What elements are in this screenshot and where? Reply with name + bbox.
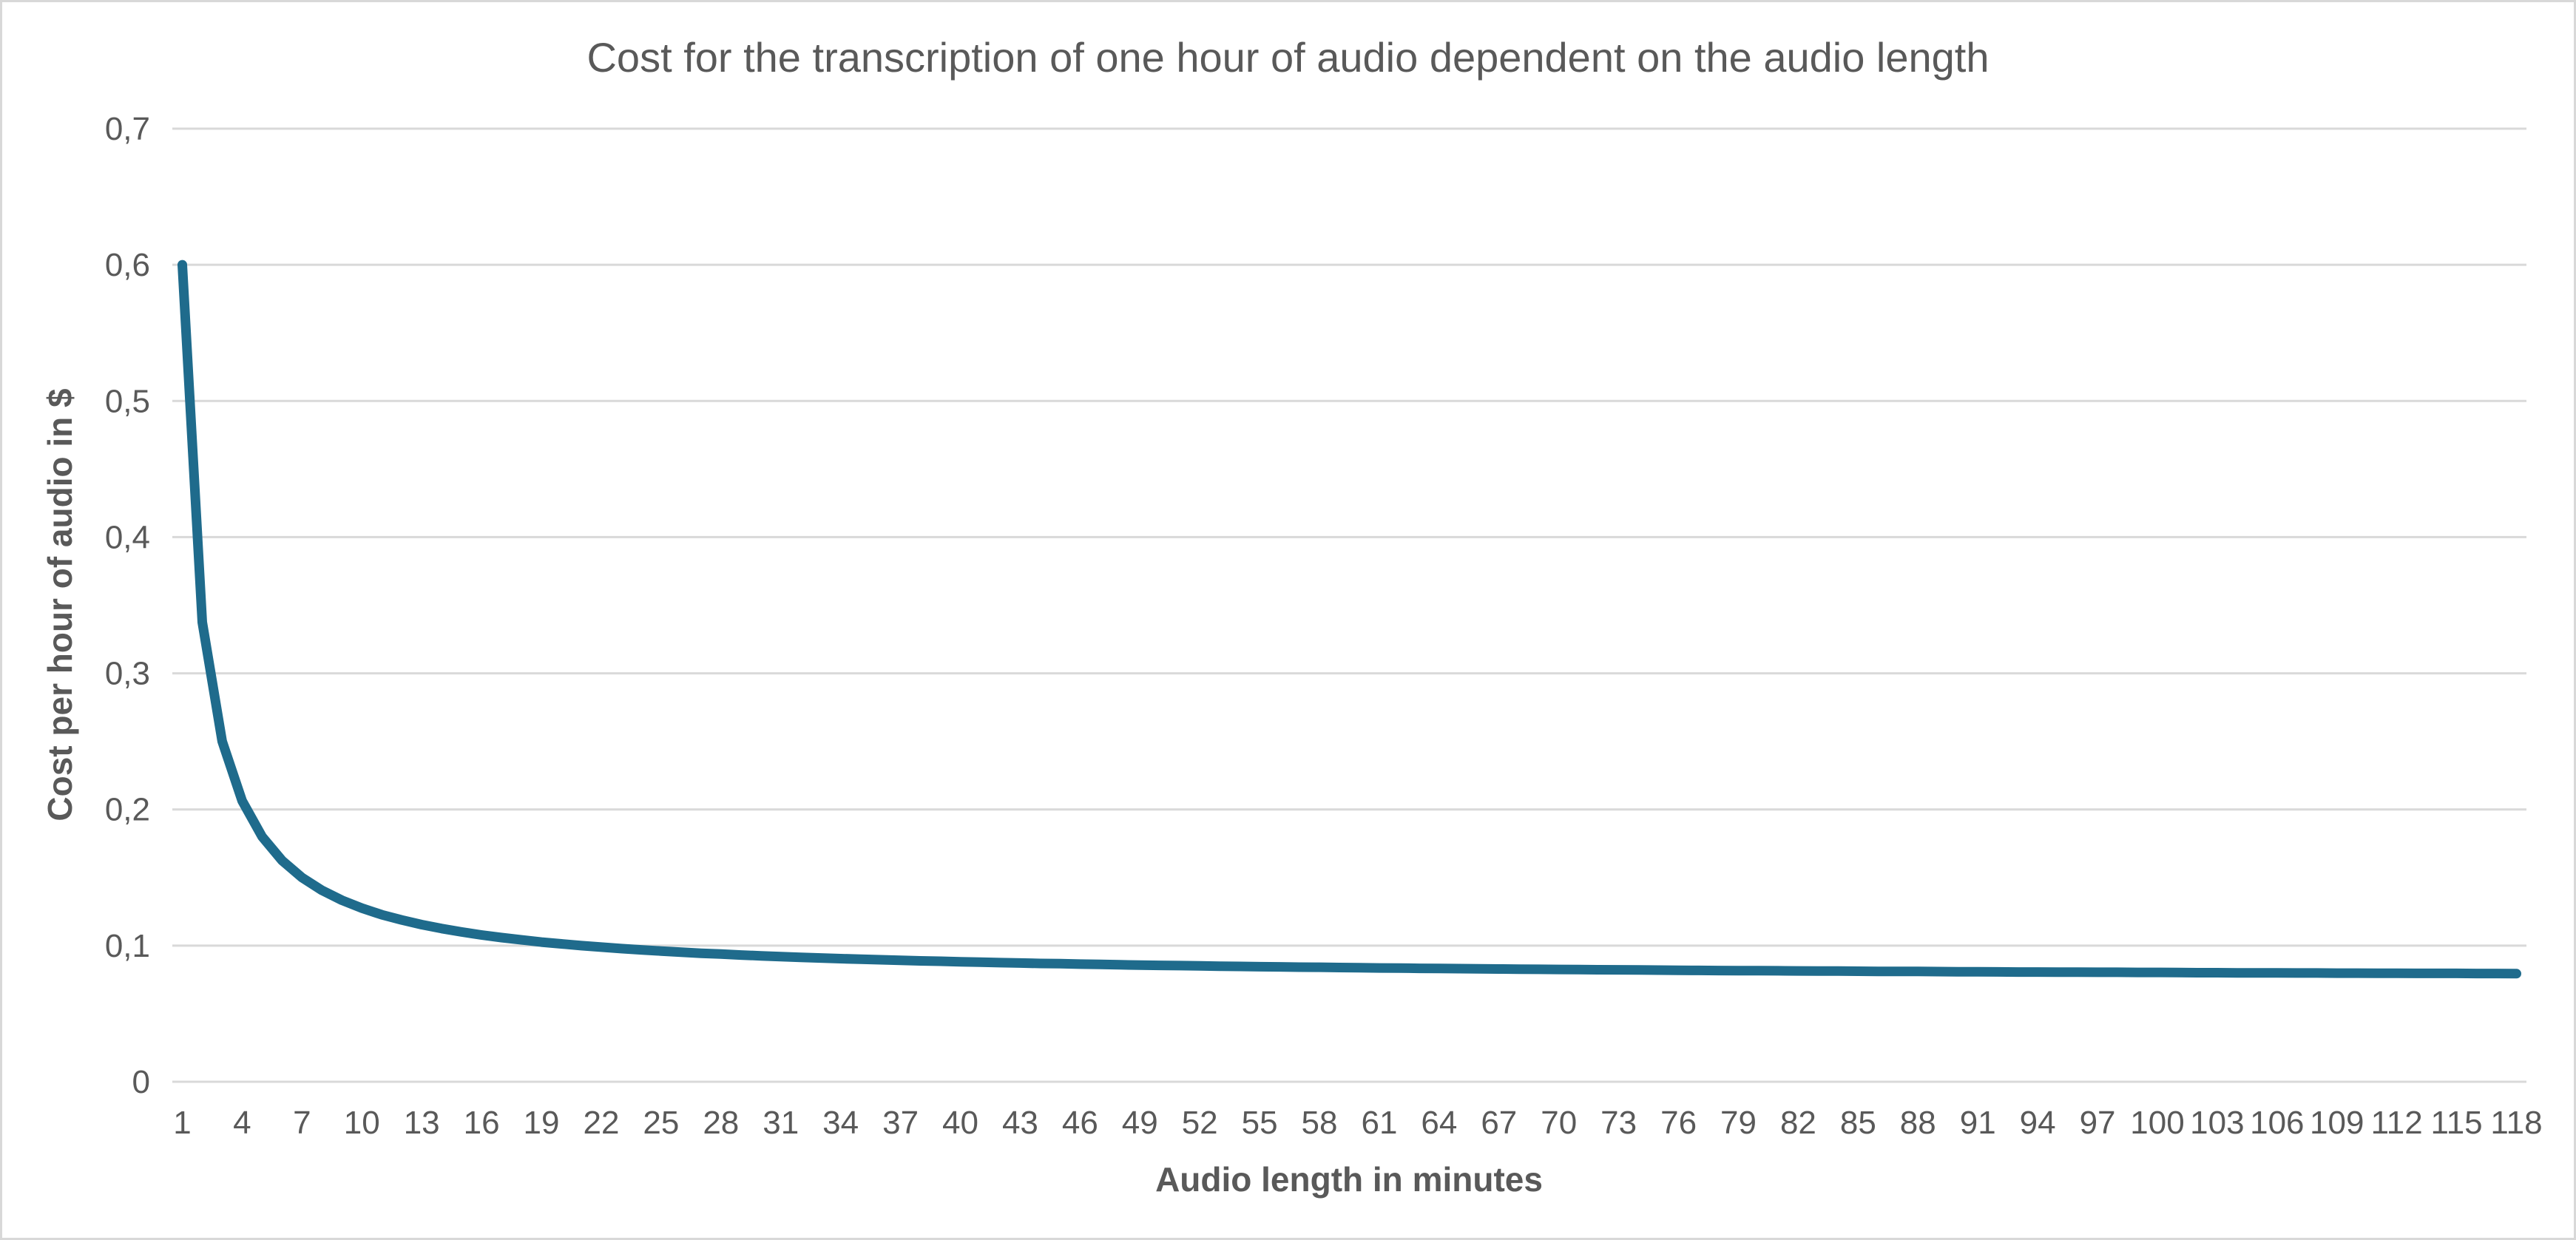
x-tick-label: 76 [1660, 1105, 1697, 1141]
x-tick-label: 115 [2431, 1105, 2483, 1141]
x-tick-label: 19 [524, 1105, 560, 1141]
y-tick-label: 0,5 [105, 383, 150, 419]
x-tick-label: 7 [293, 1105, 311, 1141]
x-tick-label: 16 [464, 1105, 500, 1141]
x-tick-label: 85 [1840, 1105, 1876, 1141]
x-tick-label: 109 [2310, 1105, 2364, 1141]
chart-title: Cost for the transcription of one hour o… [586, 34, 1990, 81]
y-tick-label: 0,7 [105, 111, 150, 147]
x-tick-label: 73 [1600, 1105, 1637, 1141]
x-tick-label: 13 [404, 1105, 440, 1141]
cost-curve-line [178, 260, 2521, 979]
x-tick-label: 55 [1242, 1105, 1278, 1141]
x-tick-label: 52 [1182, 1105, 1218, 1141]
y-tick-label: 0,3 [105, 656, 150, 692]
x-tick-label: 37 [882, 1105, 919, 1141]
x-tick-label: 94 [2020, 1105, 2056, 1141]
x-tick-label: 49 [1122, 1105, 1158, 1141]
x-tick-label: 106 [2250, 1105, 2304, 1141]
x-tick-label: 58 [1302, 1105, 1338, 1141]
x-tick-label: 97 [2080, 1105, 2116, 1141]
x-tick-label: 103 [2190, 1105, 2244, 1141]
y-tick-label: 0 [132, 1064, 150, 1100]
x-tick-label: 64 [1421, 1105, 1457, 1141]
y-tick-label: 0,6 [105, 247, 150, 283]
x-axis-title: Audio length in minutes [1155, 1160, 1543, 1199]
x-tick-label: 28 [703, 1105, 739, 1141]
x-tick-label: 4 [233, 1105, 251, 1141]
x-tick-label: 70 [1541, 1105, 1577, 1141]
x-tick-label: 46 [1062, 1105, 1098, 1141]
x-tick-label: 91 [1960, 1105, 1996, 1141]
x-tick-label: 79 [1720, 1105, 1757, 1141]
y-tick-label: 0,1 [105, 928, 150, 964]
x-tick-label: 43 [1002, 1105, 1038, 1141]
x-tick-label: 40 [942, 1105, 978, 1141]
x-tick-label: 100 [2130, 1105, 2184, 1141]
x-tick-label: 1 [173, 1105, 191, 1141]
x-tick-label: 88 [1900, 1105, 1936, 1141]
x-tick-label: 67 [1481, 1105, 1517, 1141]
x-tick-label: 31 [763, 1105, 799, 1141]
y-tick-label: 0,4 [105, 519, 150, 555]
x-tick-label: 25 [643, 1105, 679, 1141]
x-tick-label: 82 [1780, 1105, 1816, 1141]
x-tick-label: 10 [344, 1105, 380, 1141]
x-tick-label: 112 [2371, 1105, 2423, 1141]
x-tick-label: 34 [822, 1105, 859, 1141]
x-tick-label: 22 [583, 1105, 619, 1141]
y-tick-label: 0,2 [105, 792, 150, 828]
x-tick-label: 61 [1361, 1105, 1397, 1141]
x-tick-label: 118 [2490, 1105, 2542, 1141]
